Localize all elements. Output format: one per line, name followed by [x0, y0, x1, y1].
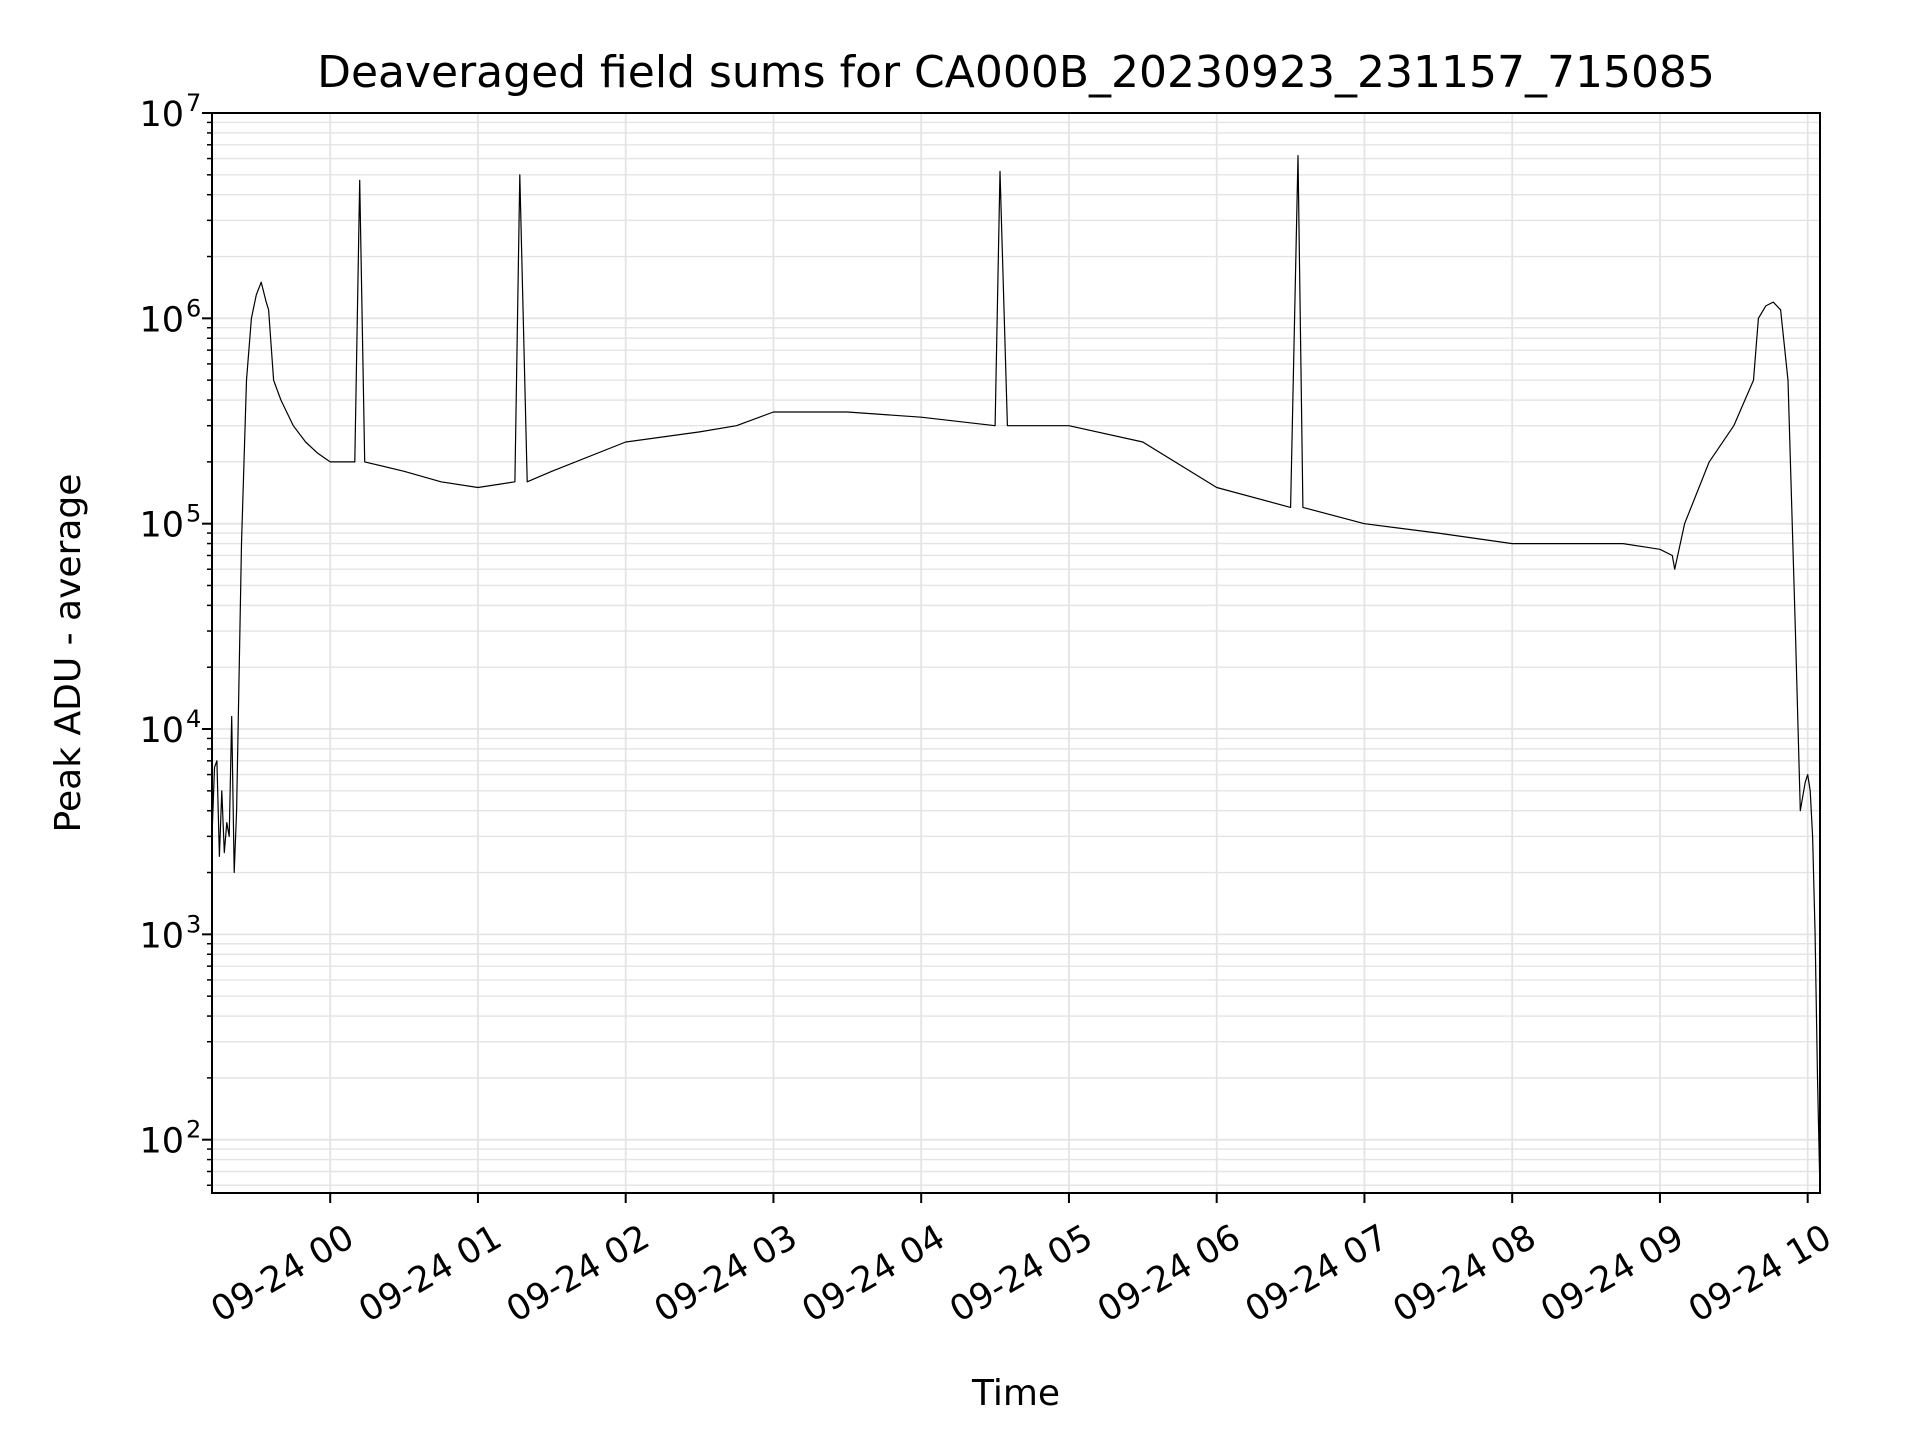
y-tick-label-exponent: 3: [186, 910, 201, 938]
y-tick-label: 10: [139, 1122, 184, 1162]
grid: [212, 112, 1820, 1193]
x-axis-label: Time: [971, 1373, 1060, 1414]
y-tick-label: 10: [139, 300, 184, 340]
y-tick-label-exponent: 7: [186, 89, 201, 117]
y-axis-label: Peak ADU - average: [48, 474, 89, 833]
data-series-line: [211, 155, 1821, 1194]
y-tick-label: 10: [139, 711, 184, 751]
chart-title: Deaveraged field sums for CA000B_2023092…: [317, 47, 1715, 98]
y-tick-label-exponent: 2: [186, 1116, 201, 1144]
y-tick-label: 10: [139, 506, 184, 546]
y-tick-label: 10: [139, 95, 184, 135]
y-tick-label: 10: [139, 916, 184, 956]
y-tick-label-exponent: 5: [186, 500, 201, 528]
y-tick-label-exponent: 4: [186, 705, 201, 733]
y-tick-label-exponent: 6: [186, 294, 201, 322]
plot-frame: [211, 112, 1821, 1194]
